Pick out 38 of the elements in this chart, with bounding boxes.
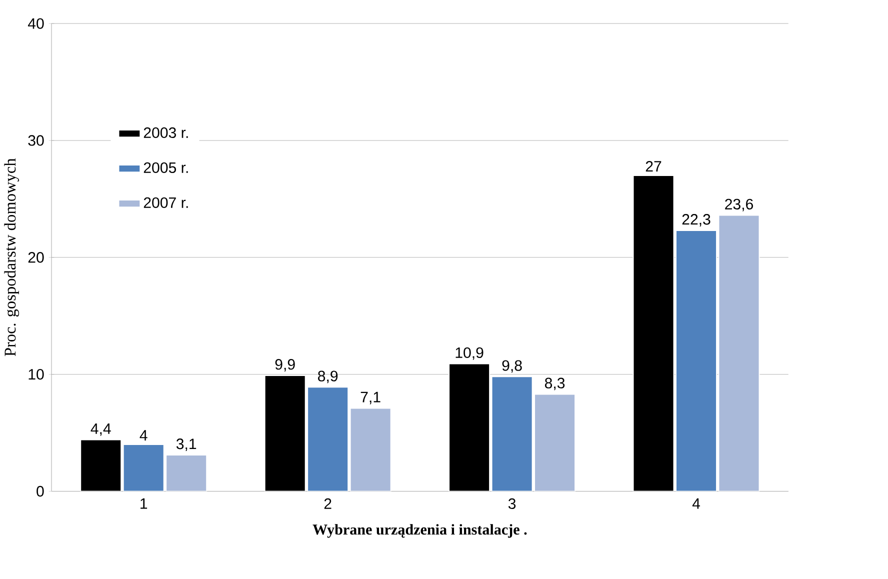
data-label: 27	[646, 161, 662, 172]
data-label: 9,9	[275, 359, 295, 372]
y-axis-title: Proc. gospodarstw domowych	[4, 158, 20, 356]
data-label: 22,3	[682, 214, 710, 227]
y-tick-label: 40	[28, 18, 44, 29]
x-tick-label: 3	[508, 498, 516, 510]
legend-label: 2003 r.	[144, 127, 188, 138]
data-label: 7,1	[360, 392, 380, 404]
data-label: 9,8	[502, 360, 522, 373]
y-tick-label: 0	[36, 486, 44, 497]
bar	[350, 408, 392, 492]
bar	[264, 375, 306, 492]
data-label: 3,1	[176, 438, 196, 452]
bar	[718, 214, 760, 492]
bar	[632, 175, 674, 492]
data-label: 4	[140, 430, 148, 441]
bar	[307, 386, 349, 492]
legend-label: 2005 r.	[144, 162, 188, 174]
data-label: 4,4	[90, 424, 111, 436]
bar	[534, 394, 576, 492]
x-tick-label: 1	[140, 498, 148, 509]
y-tick-label: 10	[28, 369, 44, 380]
bar	[166, 454, 208, 492]
bar	[122, 444, 164, 492]
x-tick-label: 2	[324, 498, 332, 509]
legend-label: 2007 r.	[144, 197, 188, 208]
data-label: 8,9	[318, 370, 338, 384]
y-tick-label: 20	[28, 252, 44, 263]
bar	[80, 439, 122, 492]
x-axis-title: Wybrane urządzenia i instalacje .	[312, 524, 527, 538]
bar	[448, 363, 490, 492]
y-tick-label: 30	[28, 135, 44, 146]
bar	[491, 376, 533, 492]
bar	[675, 230, 718, 492]
data-label: 23,6	[725, 198, 753, 212]
data-label: 10,9	[456, 347, 484, 360]
x-tick-label: 4	[692, 498, 700, 509]
data-label: 8,3	[544, 378, 565, 390]
